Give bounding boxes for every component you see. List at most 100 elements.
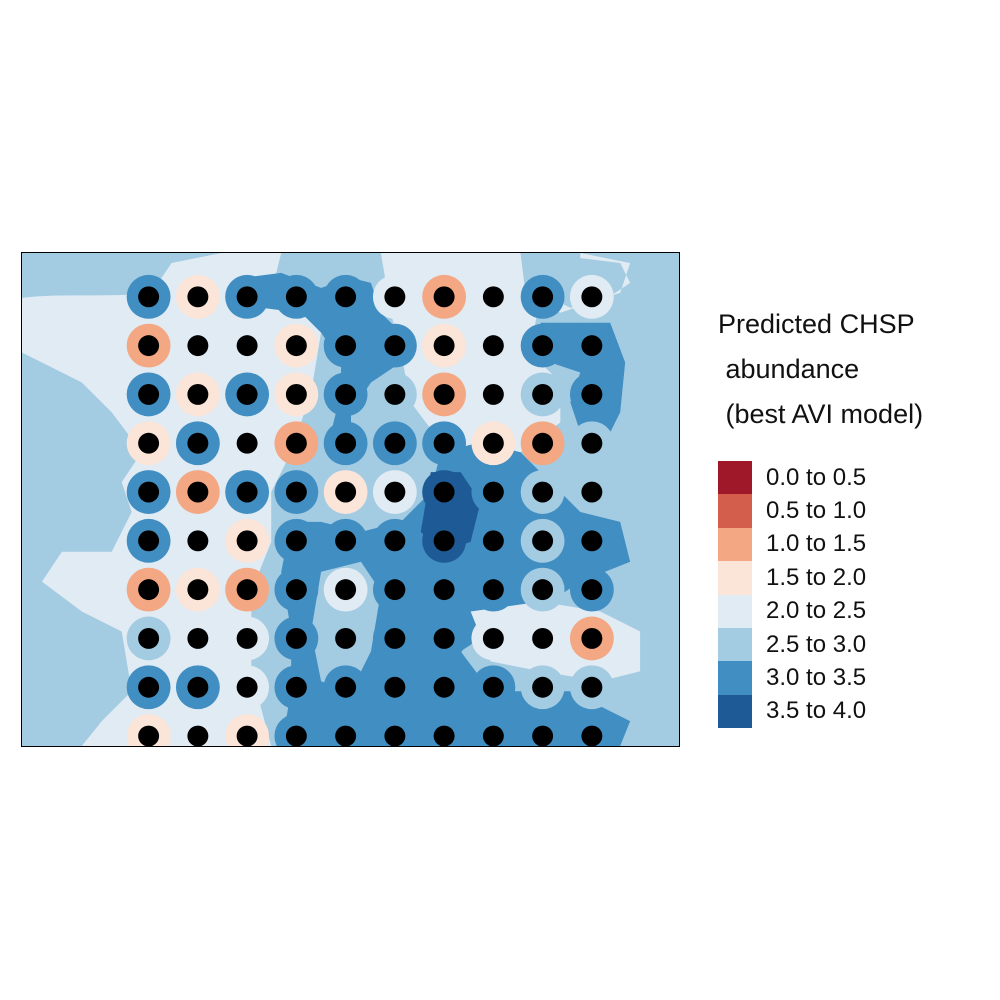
legend-item: 1.0 to 1.5 (718, 527, 988, 562)
survey-point (335, 481, 357, 503)
legend-title-line-1: Predicted CHSP (718, 309, 915, 339)
survey-point (335, 335, 357, 357)
survey-point (236, 335, 258, 357)
survey-point (187, 335, 209, 357)
survey-point (384, 335, 406, 357)
survey-point (138, 579, 160, 601)
survey-point (482, 432, 504, 454)
survey-point (581, 383, 603, 405)
survey-point (482, 579, 504, 601)
legend-label: 2.5 to 3.0 (766, 630, 867, 658)
survey-point (384, 286, 406, 308)
legend-title-line-3: (best AVI model) (718, 399, 924, 429)
survey-point (581, 676, 603, 698)
legend-swatch (718, 461, 752, 495)
survey-point (236, 432, 258, 454)
survey-point (236, 579, 258, 601)
legend-swatch (718, 594, 752, 628)
legend-item: 3.0 to 3.5 (718, 661, 988, 695)
survey-point (433, 432, 455, 454)
legend-label: 0.5 to 1.0 (766, 497, 867, 525)
survey-point (236, 286, 258, 308)
survey-point (482, 481, 504, 503)
survey-point (285, 579, 307, 601)
survey-point (581, 286, 603, 308)
survey-point (236, 627, 258, 649)
survey-point (236, 530, 258, 552)
survey-point (138, 286, 160, 308)
survey-point (138, 627, 160, 649)
legend-label: 1.5 to 2.0 (766, 563, 867, 591)
survey-point (532, 383, 554, 405)
survey-point (335, 286, 357, 308)
survey-point (138, 481, 160, 503)
survey-point (384, 432, 406, 454)
survey-point (532, 335, 554, 357)
survey-point (335, 676, 357, 698)
survey-point (138, 335, 160, 357)
legend: Predicted CHSP abundance (best AVI model… (718, 302, 988, 729)
survey-point (285, 383, 307, 405)
survey-point (433, 725, 455, 746)
survey-point (285, 725, 307, 746)
survey-point (285, 530, 307, 552)
legend-title-line-2: abundance (718, 354, 860, 384)
survey-point (138, 530, 160, 552)
survey-point (285, 481, 307, 503)
survey-point (187, 627, 209, 649)
survey-point (482, 286, 504, 308)
legend-item: 2.5 to 3.0 (718, 627, 988, 662)
legend-item: 0.5 to 1.0 (718, 494, 988, 528)
survey-point (335, 383, 357, 405)
legend-swatch (718, 527, 752, 562)
survey-point (187, 579, 209, 601)
survey-point (433, 627, 455, 649)
survey-point (285, 335, 307, 357)
survey-point (138, 432, 160, 454)
survey-point (335, 432, 357, 454)
survey-point (433, 335, 455, 357)
survey-point (236, 676, 258, 698)
survey-point (384, 530, 406, 552)
survey-point (482, 383, 504, 405)
survey-point (236, 725, 258, 746)
legend-label: 1.0 to 1.5 (766, 530, 867, 558)
survey-point (532, 481, 554, 503)
survey-point (187, 432, 209, 454)
survey-point (236, 383, 258, 405)
survey-point (482, 676, 504, 698)
survey-point (482, 530, 504, 552)
survey-point (581, 335, 603, 357)
survey-point (335, 627, 357, 649)
survey-point (581, 627, 603, 649)
survey-point (532, 627, 554, 649)
survey-point (433, 286, 455, 308)
legend-item: 3.5 to 4.0 (718, 694, 988, 729)
survey-point (482, 335, 504, 357)
legend-item: 2.0 to 2.5 (718, 594, 988, 628)
survey-point (532, 676, 554, 698)
zone-high-north (241, 272, 411, 453)
survey-point (285, 676, 307, 698)
survey-point (285, 432, 307, 454)
survey-point (187, 383, 209, 405)
legend-swatch (718, 661, 752, 695)
survey-point (384, 481, 406, 503)
survey-point (581, 432, 603, 454)
legend-label: 0.0 to 0.5 (766, 463, 867, 491)
survey-point (433, 530, 455, 552)
survey-point (482, 725, 504, 746)
legend-swatch (718, 494, 752, 528)
survey-point (138, 725, 160, 746)
survey-point (433, 676, 455, 698)
survey-point (532, 286, 554, 308)
survey-point (138, 676, 160, 698)
legend-label: 2.0 to 2.5 (766, 597, 867, 625)
survey-point (532, 579, 554, 601)
survey-point (581, 481, 603, 503)
survey-point (335, 725, 357, 746)
survey-point (433, 383, 455, 405)
legend-swatch (718, 561, 752, 595)
survey-point (532, 530, 554, 552)
survey-point (384, 627, 406, 649)
